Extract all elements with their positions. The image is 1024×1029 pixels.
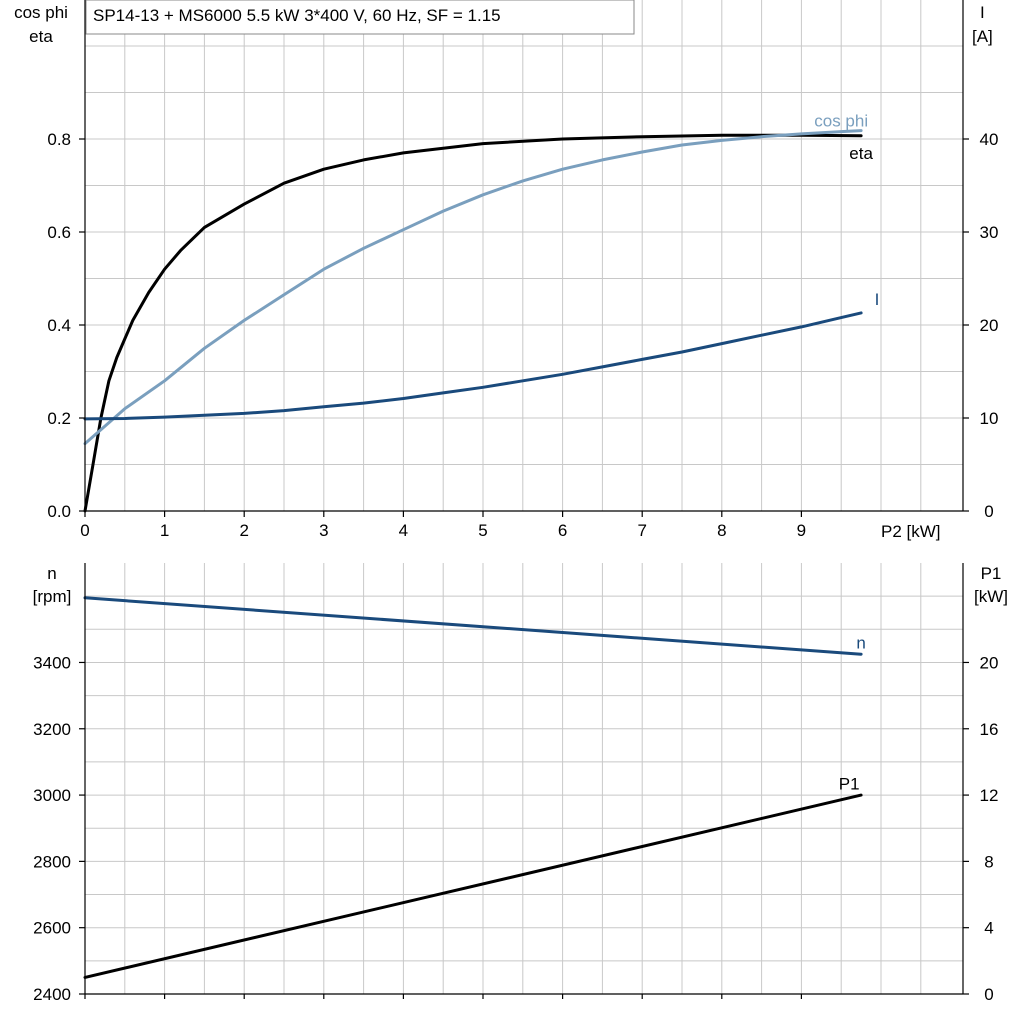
series-line-p1 <box>83 793 863 979</box>
bottom-right-axis-label-line1: P1 <box>981 564 1002 583</box>
bottom-left-tick-label: 3200 <box>33 720 71 739</box>
top-x-tick-label: 1 <box>160 521 169 540</box>
top-left-tick-label: 0.8 <box>47 130 71 149</box>
top-right-tick-label: 20 <box>980 316 999 335</box>
top-grid <box>85 0 963 511</box>
bottom-axes <box>84 563 964 995</box>
top-x-tick-label: 2 <box>239 521 248 540</box>
series-label-p1: P1 <box>839 774 860 793</box>
series-label-cos-phi: cos phi <box>814 111 868 130</box>
series-line-i <box>83 311 863 421</box>
series-line-eta <box>83 133 863 513</box>
bottom-left-axis-label-line2: [rpm] <box>33 587 72 606</box>
bottom-ticks: 2400 2600 2800 3000 3200 3400 0 4 8 12 16 20 <box>33 653 998 1004</box>
top-left-tick-label: 0.0 <box>47 502 71 521</box>
top-x-tick-label: 4 <box>399 521 408 540</box>
top-x-tick-label: 7 <box>637 521 646 540</box>
bottom-right-tick-label: 20 <box>980 653 999 672</box>
series-label-n: n <box>856 634 865 653</box>
top-right-tick-label: 10 <box>980 409 999 428</box>
bottom-left-tick-label: 3400 <box>33 653 71 672</box>
bottom-grid <box>85 563 963 994</box>
bottom-left-tick-label: 2600 <box>33 919 71 938</box>
top-right-axis-label-line2: [A] <box>972 27 993 46</box>
top-ticks: 0 1 2 3 4 5 6 7 8 9 0.0 0.2 0.4 0.6 0.8 0 10 20 30 40 <box>47 130 998 540</box>
bottom-right-tick-label: 8 <box>984 852 993 871</box>
bottom-left-tick-label: 2800 <box>33 852 71 871</box>
bottom-right-tick-label: 16 <box>980 720 999 739</box>
top-x-tick-label: 8 <box>717 521 726 540</box>
chart-title-box <box>85 0 635 35</box>
series-labels: cos phi eta In P1 <box>814 111 879 793</box>
bottom-right-tick-label: 12 <box>980 786 999 805</box>
top-series <box>83 129 863 513</box>
top-left-axis-label-line1: cos phi <box>14 3 68 22</box>
bottom-left-tick-label: 3000 <box>33 786 71 805</box>
top-left-tick-label: 0.6 <box>47 223 71 242</box>
top-left-axis-label-line2: eta <box>29 27 53 46</box>
top-right-tick-label: 40 <box>980 130 999 149</box>
bottom-series <box>83 596 863 979</box>
top-left-tick-label: 0.2 <box>47 409 71 428</box>
top-x-tick-label: 9 <box>797 521 806 540</box>
top-axes <box>84 0 964 512</box>
top-right-tick-label: 30 <box>980 223 999 242</box>
series-label-i: I <box>875 290 880 309</box>
top-x-tick-label: 3 <box>319 521 328 540</box>
chart-title: SP14-13 + MS6000 5.5 kW 3*400 V, 60 Hz, … <box>93 6 501 25</box>
series-line-cos-phi <box>83 129 863 446</box>
bottom-right-tick-label: 0 <box>984 985 993 1004</box>
top-right-tick-label: 0 <box>984 502 993 521</box>
top-x-axis-label: P2 [kW] <box>881 522 941 541</box>
top-x-tick-label: 6 <box>558 521 567 540</box>
top-right-axis-label-line1: I <box>980 3 985 22</box>
bottom-right-tick-label: 4 <box>984 919 993 938</box>
bottom-left-tick-label: 2400 <box>33 985 71 1004</box>
bottom-left-axis-label-line1: n <box>47 564 56 583</box>
top-x-tick-label: 5 <box>478 521 487 540</box>
series-label-eta: eta <box>849 144 873 163</box>
bottom-right-axis-label-line2: [kW] <box>974 587 1008 606</box>
top-x-tick-label: 0 <box>80 521 89 540</box>
top-left-tick-label: 0.4 <box>47 316 71 335</box>
series-line-n <box>83 596 863 656</box>
